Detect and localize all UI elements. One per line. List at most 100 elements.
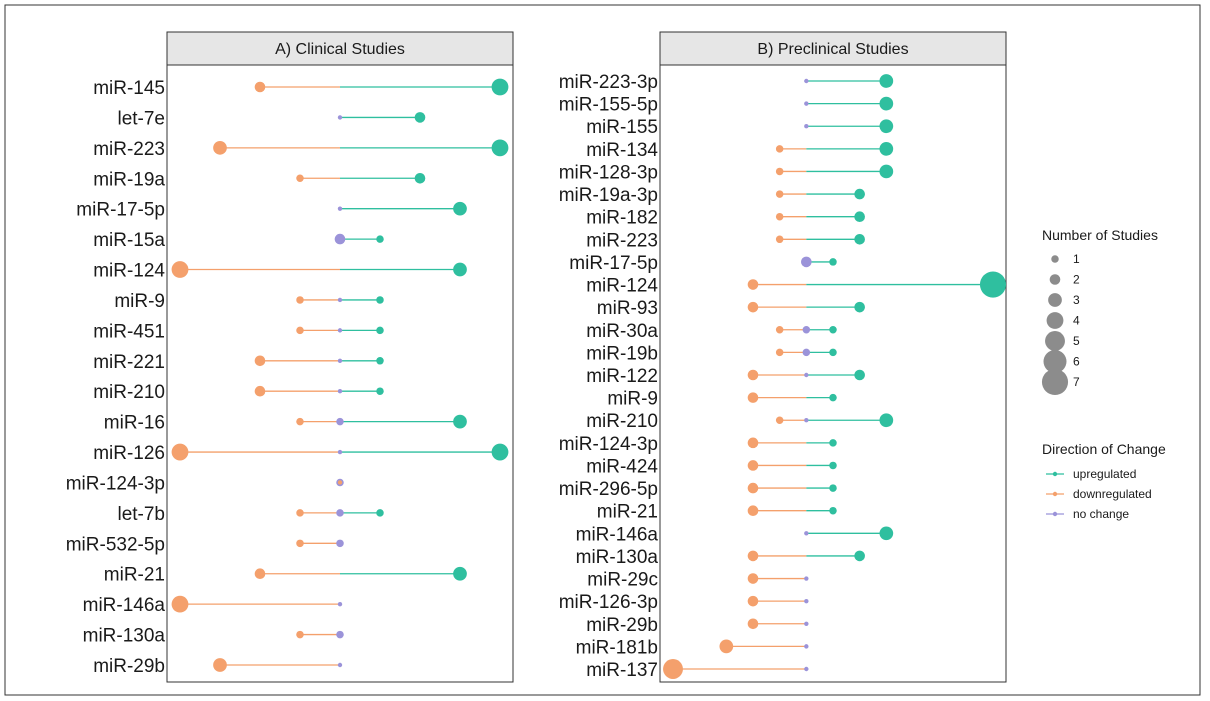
panel-b-point-upregulated: [879, 413, 894, 428]
panel-b-row: [747, 460, 837, 471]
panel-a-point-downregulated: [337, 480, 343, 485]
panel-b-point-no-change: [804, 598, 809, 604]
legend-size-title: Number of Studies: [1042, 227, 1158, 243]
legend-direction-label: upregulated: [1073, 467, 1136, 481]
panel-a-point-no-change: [337, 662, 343, 668]
panel-a-row: [296, 414, 467, 429]
legend-size-point: [1045, 331, 1065, 351]
panel-b-category-label: miR-223-3p: [559, 72, 658, 93]
panel-b-row: [747, 595, 809, 607]
panel-a-point-upregulated: [376, 387, 384, 395]
panel-b-row: [775, 164, 894, 179]
panel-a-row: [254, 355, 384, 367]
panel-b-point-no-change: [804, 78, 809, 84]
panel-a-category-label: miR-210: [93, 382, 165, 403]
panel-b-row: [775, 234, 865, 245]
panel-a-point-downregulated: [213, 658, 227, 672]
panel-b-row: [747, 550, 865, 562]
panel-b-point-downregulated: [747, 369, 759, 381]
panel-a-row: [334, 233, 384, 245]
panel-b-category-labels: miR-223-3pmiR-155-5pmiR-155miR-134miR-12…: [559, 72, 659, 681]
panel-a-point-downregulated: [213, 140, 227, 155]
panel-b-point-no-change: [804, 101, 809, 106]
panel-b-point-no-change: [802, 348, 811, 357]
legend-direction-title: Direction of Change: [1042, 441, 1166, 457]
panel-b-category-label: miR-146a: [576, 524, 659, 545]
panel-b-point-no-change: [802, 326, 811, 334]
panel-b-point-no-change: [804, 576, 809, 581]
panel-b-row: [804, 526, 894, 541]
panel-b-plot-area: [659, 64, 1007, 683]
panel-b-point-downregulated: [747, 460, 759, 471]
panel-a-category-label: miR-19a: [93, 169, 165, 190]
panel-b-point-upregulated: [879, 74, 894, 88]
panel-a-point-upregulated: [376, 235, 384, 243]
panel-b-category-label: miR-424: [586, 456, 658, 477]
panel-a-row: [337, 201, 467, 216]
panel-a-point-downregulated: [296, 296, 304, 304]
panel-b-category-label: miR-124-3p: [559, 434, 658, 455]
panel-b-point-downregulated: [747, 505, 759, 516]
panel-b-point-downregulated: [747, 618, 759, 630]
panel-b-point-upregulated: [879, 96, 894, 111]
panel-clinical-studies: A) Clinical Studies miR-145 let-7e miR-223…: [66, 31, 514, 683]
panel-a-row: [254, 385, 384, 397]
panel-a-point-upregulated: [376, 509, 384, 517]
panel-a-point-downregulated: [296, 326, 304, 335]
legend-direction-label: downregulated: [1073, 487, 1152, 501]
panel-b-point-upregulated: [854, 234, 865, 245]
panel-b-category-label: miR-17-5p: [569, 253, 658, 274]
panel-b-row: [747, 482, 837, 494]
panel-b-category-label: miR-181b: [576, 637, 658, 658]
panel-b-point-upregulated: [829, 348, 837, 357]
legend-size-point: [1041, 368, 1069, 396]
panel-b-point-upregulated: [854, 211, 865, 222]
panel-a-point-upregulated: [453, 262, 467, 277]
panel-a-point-no-change: [336, 539, 344, 548]
panel-b-point-upregulated: [829, 506, 837, 515]
panel-a-category-label: miR-29b: [93, 656, 165, 677]
panel-b-point-downregulated: [747, 392, 759, 403]
panel-a-point-no-change: [337, 449, 343, 455]
legend-direction-point: [1052, 511, 1058, 517]
panel-a-point-downregulated: [296, 630, 304, 639]
panel-a-point-upregulated: [453, 201, 467, 216]
legend-direction-label: no change: [1073, 507, 1129, 521]
panel-b-row: [804, 96, 894, 111]
panel-a-category-label: miR-15a: [93, 230, 165, 251]
panel-a-category-label: let-7b: [117, 504, 165, 525]
legend-direction-point: [1052, 471, 1058, 477]
panel-b-category-label: miR-296-5p: [559, 479, 658, 500]
panel-b-row: [747, 369, 865, 381]
legend-size-label: 6: [1073, 355, 1080, 369]
panel-a-point-upregulated: [414, 172, 426, 184]
panel-a-category-label: miR-21: [104, 565, 165, 586]
panel-b-category-label: miR-9: [607, 389, 658, 410]
panel-a-category-label: miR-124: [93, 261, 165, 282]
legend-size-point: [1043, 350, 1067, 373]
panel-b-category-label: miR-155-5p: [559, 95, 658, 116]
panel-b-point-downregulated: [747, 550, 759, 562]
panel-b-point-downregulated: [747, 595, 759, 607]
panel-a-point-no-change: [336, 630, 344, 639]
panel-b-row: [663, 659, 809, 679]
panel-b-category-label: miR-134: [586, 140, 658, 161]
panel-b-point-upregulated: [879, 141, 894, 156]
panel-b-category-label: miR-130a: [576, 547, 659, 568]
panel-b-row: [747, 437, 837, 449]
panel-b-row: [747, 573, 809, 584]
panel-b-row: [775, 188, 865, 200]
legend-direction-point: [1052, 491, 1058, 497]
panel-b-point-upregulated: [854, 550, 865, 562]
panel-a-row: [171, 261, 467, 278]
panel-a-row: [296, 296, 384, 304]
panel-a-row: [337, 112, 426, 123]
panel-b-row: [801, 256, 837, 268]
panel-b-category-label: miR-210: [586, 411, 658, 432]
panel-a-point-upregulated: [376, 357, 384, 365]
panel-b-row: [747, 392, 837, 403]
panel-a-point-downregulated: [296, 509, 304, 517]
panel-b-point-no-change: [804, 644, 809, 649]
panel-a-row: [171, 443, 509, 461]
